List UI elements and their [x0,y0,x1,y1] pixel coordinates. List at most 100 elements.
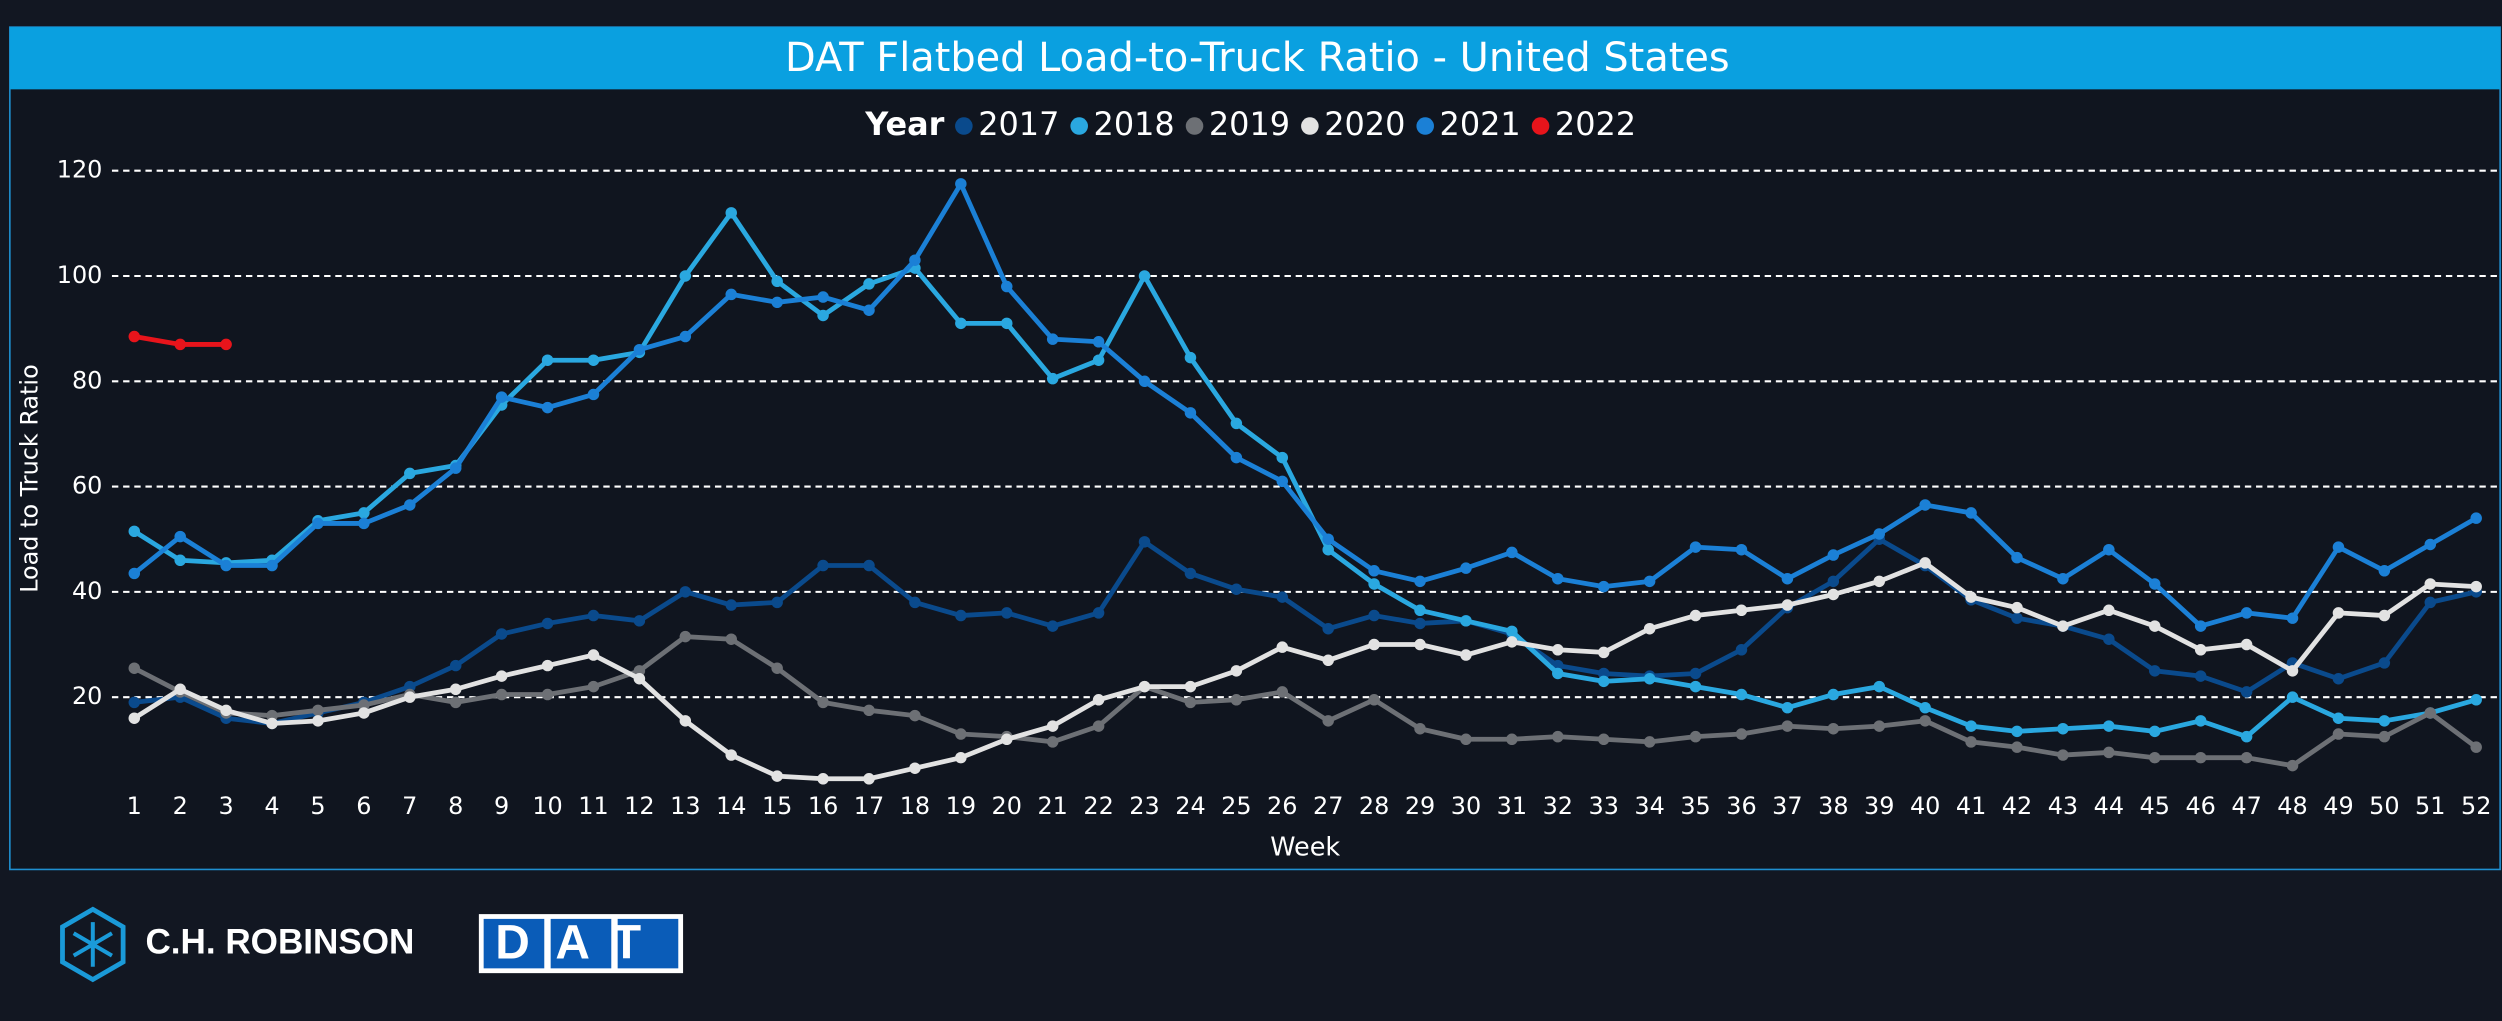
point [358,699,370,711]
point [1230,417,1243,430]
point [1368,609,1380,622]
x-tick-label: 29 [1405,792,1435,820]
point [1689,609,1702,622]
point [587,354,600,366]
logo-square [550,918,612,969]
point [1092,607,1105,619]
point [266,717,278,730]
point [2470,512,2482,524]
point [1230,665,1243,677]
line [133,210,2477,740]
point [1597,675,1610,688]
legend-marker [1301,117,1319,135]
point [2194,715,2207,727]
point [817,559,829,572]
x-tick-label: 45 [2140,792,2170,820]
point [1184,407,1197,419]
point [1092,694,1105,706]
chart-title: DAT Flatbed Load-to-Truck Ratio - United… [785,35,1730,81]
legend-label: 2018 [1094,105,1175,143]
x-tick-label: 3 [219,792,234,820]
point [2011,601,2023,614]
point [220,704,232,717]
legend-label: 2020 [1324,105,1405,143]
x-tick-label: 49 [2323,792,2353,820]
point [2332,712,2345,724]
x-tick-label: 28 [1359,792,1389,820]
point [1092,354,1105,366]
point [1735,644,1748,656]
point [220,559,232,572]
x-tick-label: 20 [992,792,1022,820]
point [1919,715,1931,727]
point [2057,572,2069,585]
legend-label: 2017 [978,105,1059,143]
point [2424,596,2437,609]
point [817,696,829,709]
point [2057,722,2069,735]
point [1965,507,1977,519]
point [633,665,646,677]
point [587,649,600,661]
point [2149,578,2161,590]
point [128,712,141,724]
point [1368,694,1380,706]
point [2103,544,2115,556]
y-tick-label: 20 [72,682,102,710]
point [404,691,416,703]
x-tick-label: 13 [670,792,700,820]
x-tick-label: 51 [2415,792,2445,820]
point [1138,536,1151,548]
point [2149,725,2161,738]
point [2194,620,2207,632]
x-tick-label: 19 [946,792,976,820]
point [2240,751,2253,764]
point [1460,649,1472,661]
legend-label: 2022 [1555,105,1636,143]
point [2011,725,2023,738]
line [134,536,2477,726]
point [2057,749,2069,761]
y-tick-label: 80 [72,366,102,394]
point [128,330,141,343]
point [1873,575,1885,588]
point [312,704,324,717]
y-tick-label: 40 [72,577,102,605]
x-tick-label: 23 [1129,792,1159,820]
point [1735,604,1748,617]
point [1184,567,1197,580]
point [1965,591,1977,603]
point [1460,562,1472,574]
point [1322,533,1334,545]
point [449,683,462,695]
point [633,615,646,627]
point [1046,333,1059,345]
point [1322,544,1334,556]
point [725,207,737,219]
point [2240,607,2253,619]
point [1414,617,1426,630]
x-tick-label: 27 [1313,792,1343,820]
point [1322,715,1334,727]
point [1276,641,1289,653]
point [587,680,600,693]
point [358,707,370,719]
point [541,617,554,630]
x-tick-label: 22 [1083,792,1113,820]
x-tick-label: 12 [624,792,654,820]
legend-marker [955,117,973,135]
point [128,696,141,709]
point [1276,591,1289,603]
point [2332,607,2345,619]
point [725,749,737,761]
point [679,715,692,727]
point [863,278,875,290]
logo-square [617,918,679,969]
line [133,634,2478,768]
legend-marker [1185,117,1204,135]
point [1046,736,1059,748]
point [909,709,921,722]
point [1781,701,1794,714]
point [955,728,967,740]
point [2103,604,2115,617]
